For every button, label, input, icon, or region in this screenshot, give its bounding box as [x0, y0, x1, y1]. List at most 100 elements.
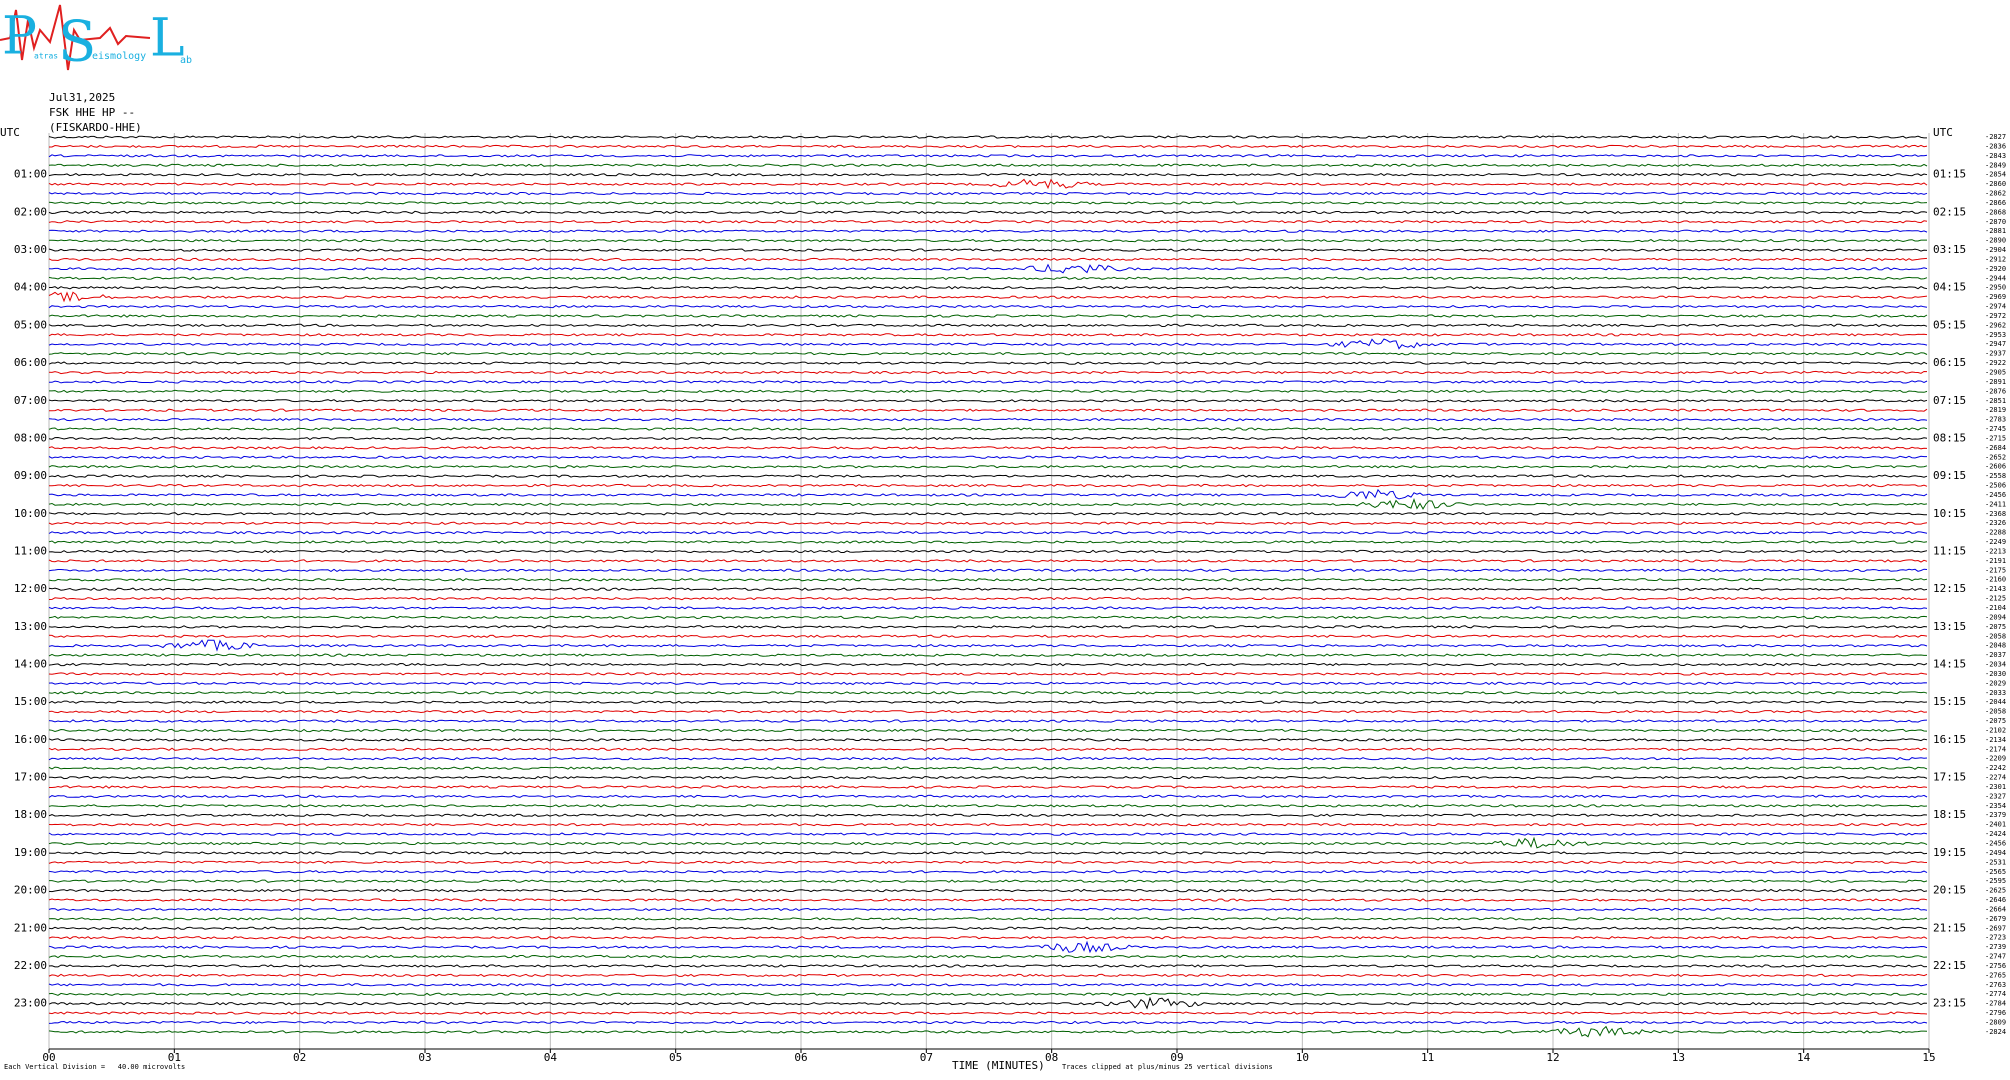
header-station: FSK HHE HP --: [49, 106, 135, 119]
left-time-label: 15:00: [14, 695, 47, 708]
trace-offset: -2030: [1985, 670, 2006, 678]
trace: [49, 775, 1928, 780]
trace: [48, 488, 1928, 500]
trace-offset: -2937: [1985, 350, 2006, 358]
right-time-label: 09:15: [1933, 469, 1966, 482]
trace: [49, 144, 1928, 149]
trace: [48, 399, 1928, 403]
trace: [48, 804, 1928, 808]
trace-offset: -2969: [1985, 293, 2006, 301]
trace: [48, 996, 1928, 1010]
trace-offset: -2819: [1985, 406, 2006, 414]
left-time-label: 18:00: [14, 808, 47, 821]
trace-offset: -2890: [1985, 237, 2006, 245]
trace-offset: -2862: [1985, 190, 2006, 198]
trace: [48, 700, 1928, 704]
trace: [48, 323, 1928, 328]
trace-offset: -2836: [1985, 142, 2006, 150]
trace-offset: -2796: [1985, 1009, 2006, 1017]
trace: [48, 333, 1928, 337]
trace: [48, 191, 1928, 196]
trace: [49, 238, 1927, 243]
left-time-label: 21:00: [14, 921, 47, 934]
trace-offset: -2851: [1985, 397, 2006, 405]
right-time-label: 02:15: [1933, 205, 1966, 218]
trace: [48, 530, 1928, 535]
left-time-label: 09:00: [14, 469, 47, 482]
trace: [48, 747, 1928, 751]
left-time-label: 23:00: [14, 997, 47, 1010]
trace-offset: -2809: [1985, 1018, 2006, 1026]
trace-offset: -2242: [1985, 764, 2006, 772]
trace-offset: -2715: [1985, 434, 2006, 442]
trace-offset: -2048: [1985, 642, 2006, 650]
trace-offset: -2274: [1985, 774, 2006, 782]
trace-offset: -2411: [1985, 500, 2006, 508]
trace-offset: -2697: [1985, 924, 2006, 932]
trace: [48, 201, 1928, 205]
right-time-label: 12:15: [1933, 582, 1966, 595]
trace-offset: -2075: [1985, 623, 2006, 631]
trace: [48, 304, 1928, 309]
x-tick-label: 00: [42, 1051, 55, 1064]
trace-offset: -2866: [1985, 199, 2006, 207]
trace-offset: -2368: [1985, 510, 2006, 518]
trace-offset: -2860: [1985, 180, 2006, 188]
trace-offset: -2160: [1985, 576, 2006, 584]
trace: [48, 455, 1927, 459]
trace: [48, 521, 1928, 525]
trace-offset: -2029: [1985, 679, 2006, 687]
trace: [48, 1020, 1928, 1025]
header-date: Jul31,2025: [49, 91, 115, 104]
left-time-label: 11:00: [14, 544, 47, 557]
trace: [48, 568, 1928, 572]
trace-offset: -2456: [1985, 840, 2006, 848]
left-time-label: 10:00: [14, 507, 47, 520]
trace-offset: -2134: [1985, 736, 2006, 744]
trace-offset: -2652: [1985, 453, 2006, 461]
trace-offset: -2905: [1985, 369, 2006, 377]
right-time-label: 07:15: [1933, 394, 1966, 407]
trace: [48, 836, 1928, 849]
right-time-label: 15:15: [1933, 695, 1966, 708]
right-time-label: 08:15: [1933, 431, 1966, 444]
trace: [48, 178, 1928, 190]
left-time-label: 13:00: [14, 620, 47, 633]
trace-offset: -2849: [1985, 161, 2006, 169]
trace: [48, 229, 1928, 233]
trace: [48, 851, 1928, 855]
right-time-label: 23:15: [1933, 997, 1966, 1010]
trace-offset: -2058: [1985, 632, 2006, 640]
trace: [48, 263, 1928, 274]
trace-offset: -2679: [1985, 915, 2006, 923]
left-time-label: 20:00: [14, 884, 47, 897]
left-time-label: 06:00: [14, 356, 47, 369]
trace-offset: -2947: [1985, 340, 2006, 348]
x-tick-label: 02: [293, 1051, 306, 1064]
trace-offset: -2962: [1985, 321, 2006, 329]
trace: [48, 474, 1928, 478]
trace: [48, 1011, 1928, 1015]
trace: [49, 389, 1928, 394]
right-time-label: 13:15: [1933, 620, 1966, 633]
trace: [48, 606, 1928, 610]
trace: [48, 888, 1928, 893]
left-time-label: 04:00: [14, 281, 47, 294]
trace-offset: -2974: [1985, 303, 2006, 311]
x-tick-label: 03: [418, 1051, 431, 1064]
right-time-label: 11:15: [1933, 544, 1966, 557]
trace: [48, 615, 1928, 620]
trace: [48, 870, 1928, 874]
trace-offset: -2922: [1985, 359, 2006, 367]
trace: [48, 512, 1928, 516]
footer-scale: Each Vertical Division = 40.00 microvolt…: [4, 1063, 185, 1071]
trace-offset: -2756: [1985, 962, 2006, 970]
trace: [48, 813, 1928, 817]
trace: [48, 163, 1928, 167]
trace-offset: -2175: [1985, 566, 2006, 574]
trace-offset: -2784: [1985, 1000, 2006, 1008]
trace-offset: -2745: [1985, 425, 2006, 433]
trace-offset: -2401: [1985, 821, 2006, 829]
logo-text: atras: [34, 52, 58, 61]
trace: [48, 757, 1928, 761]
